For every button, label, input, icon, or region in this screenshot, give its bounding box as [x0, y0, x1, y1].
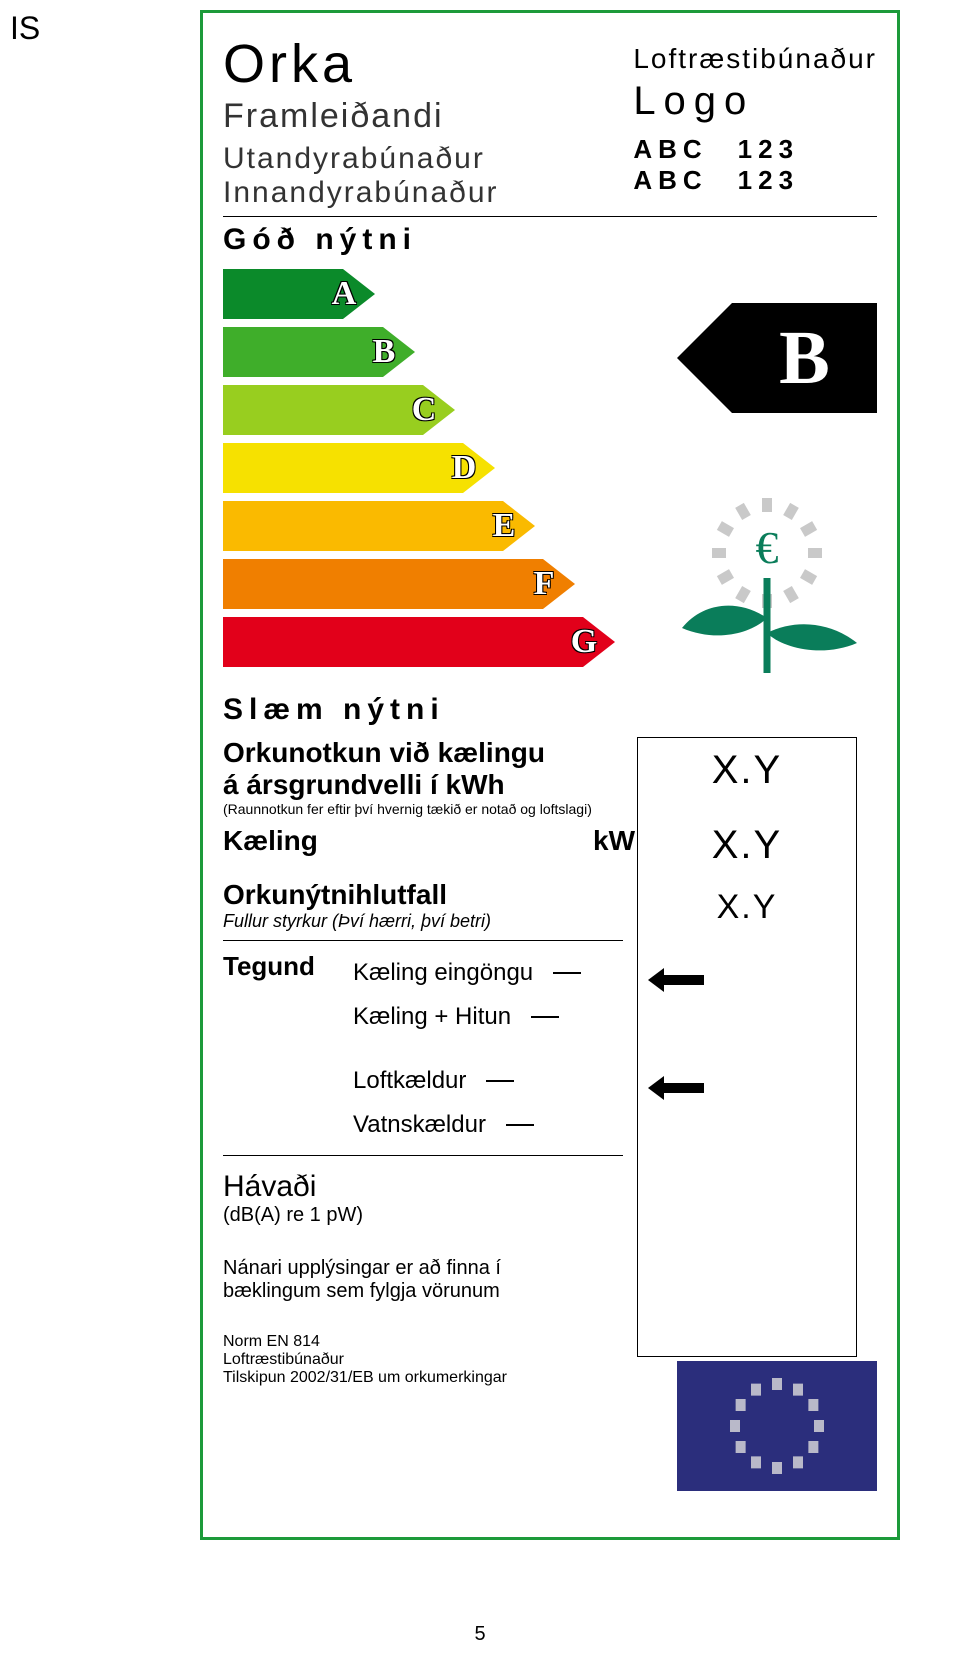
cooling-unit: kW [593, 825, 635, 857]
logo-placeholder: Logo [633, 79, 877, 124]
manufacturer-label: Framleiðandi [223, 97, 499, 136]
noise-unit: (dB(A) re 1 pW) [223, 1204, 623, 1227]
eer-note: Fullur styrkur (Því hærri, því betri) [223, 911, 623, 932]
svg-text:€: € [756, 522, 779, 573]
title-orka: Orka [223, 33, 499, 95]
eer-value: X.Y [638, 882, 856, 933]
cooling-value: X.Y [638, 817, 856, 874]
consumption-note: (Raunnotkun fer eftir því hvernig tækið … [223, 801, 623, 817]
rating-pointer: B [677, 303, 877, 413]
model-a-number: 123 [738, 134, 799, 165]
product-type: Loftræstibúnaður [633, 43, 877, 75]
noise-label: Hávaði [223, 1170, 623, 1204]
model-row-a: ABC 123 [633, 134, 877, 165]
consumption-title: Orkunotkun við kælingu [223, 737, 623, 769]
bad-efficiency-label: Slæm nýtni [223, 693, 877, 727]
consumption-subtitle: á ársgrundvelli í kWh [223, 769, 623, 801]
type-water-cooled: Vatnskældur [353, 1103, 581, 1147]
eu-flag-icon [677, 1361, 877, 1491]
eco-flower-icon: € [667, 483, 867, 683]
page-number: 5 [0, 1623, 960, 1646]
more-info-text: Nánari upplýsingar er að finna í bækling… [223, 1257, 563, 1303]
eer-label: Orkunýtnihlutfall [223, 879, 623, 911]
pointer-air-cooled-icon [648, 1076, 708, 1100]
consumption-value: X.Y [638, 742, 856, 799]
type-cooling-heating: Kæling + Hitun [353, 995, 581, 1039]
type-section: Tegund Kæling eingöngu Kæling + Hitun Lo… [223, 951, 623, 1147]
header: Orka Framleiðandi Utandyrabúnaður Innand… [223, 33, 877, 210]
divider [223, 216, 877, 217]
type-air-cooled: Loftkældur [353, 1059, 581, 1103]
cooling-label: Kæling [223, 825, 318, 857]
rating-letter: B [732, 303, 877, 413]
good-efficiency-label: Góð nýtni [223, 223, 877, 257]
type-label: Tegund [223, 951, 333, 1147]
type-cooling-only: Kæling eingöngu [353, 951, 581, 995]
indoor-unit-label: Innandyrabúnaður [223, 176, 499, 210]
model-a-name: ABC [633, 134, 707, 165]
noise-section: Hávaði (dB(A) re 1 pW) [223, 1170, 623, 1227]
outdoor-unit-label: Utandyrabúnaður [223, 142, 499, 176]
value-column: X.Y X.Y X.Y [637, 737, 857, 1357]
model-b-name: ABC [633, 165, 707, 196]
energy-label-frame: Orka Framleiðandi Utandyrabúnaður Innand… [200, 10, 900, 1540]
model-b-number: 123 [738, 165, 799, 196]
header-left: Orka Framleiðandi Utandyrabúnaður Innand… [223, 33, 499, 210]
country-code: IS [10, 10, 40, 47]
model-row-b: ABC 123 [633, 165, 877, 196]
info-section: X.Y X.Y X.Y Orkunotkun við kælingu á árs… [223, 737, 877, 1227]
header-right: Loftræstibúnaður Logo ABC 123 ABC 123 [633, 33, 877, 210]
pointer-cooling-only-icon [648, 968, 708, 992]
